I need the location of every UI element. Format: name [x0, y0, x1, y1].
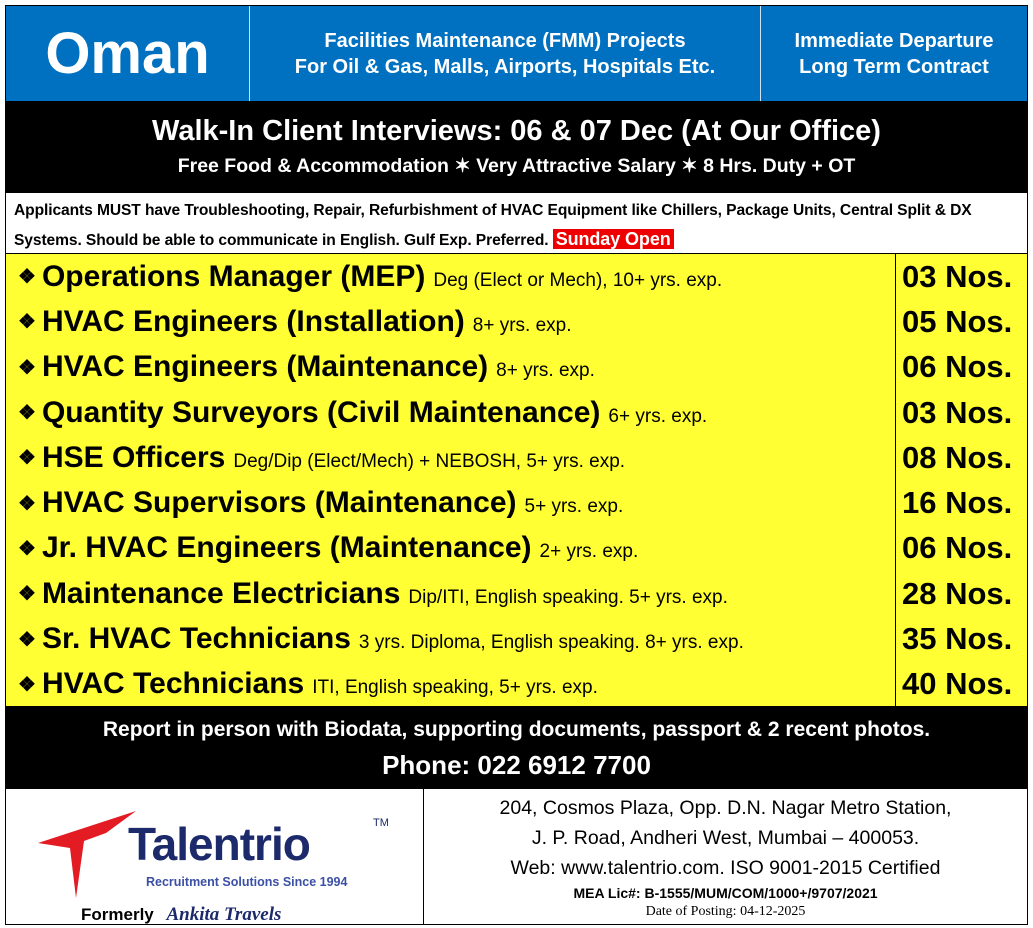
- bullet-icon: ❖: [18, 266, 36, 289]
- bullet-icon: ❖: [18, 673, 36, 696]
- bullet-icon: ❖: [18, 492, 36, 515]
- column-divider: [895, 254, 896, 707]
- bullet-icon: ❖: [18, 628, 36, 651]
- company-section: Talentrio TM Recruitment Solutions Since…: [6, 789, 1027, 925]
- job-row: ❖ HSE Officers Deg/Dip (Elect/Mech) + NEBO…: [6, 435, 1027, 480]
- company-name: Talentrio: [128, 818, 311, 870]
- job-row: ❖ Maintenance Electricians Dip/ITI, Englis…: [6, 571, 1027, 616]
- country: Oman: [6, 6, 250, 101]
- phone: Phone: 022 6912 7700: [382, 750, 651, 780]
- address-line: 204, Cosmos Plaza, Opp. D.N. Nagar Metro…: [499, 797, 952, 819]
- job-detail: 5+ yrs. exp.: [524, 496, 624, 518]
- website: Web: www.talentrio.com. ISO 9001-2015 Ce…: [510, 857, 941, 879]
- job-count: 35 Nos.: [902, 621, 1013, 657]
- tagline: Recruitment Solutions Since 1994: [146, 875, 348, 889]
- job-title: HVAC Engineers (Maintenance): [41, 350, 489, 384]
- bullet-icon: ❖: [18, 356, 36, 379]
- job-title: HVAC Technicians: [41, 667, 305, 701]
- job-count: 05 Nos.: [902, 303, 1013, 339]
- job-title: Jr. HVAC Engineers (Maintenance): [41, 531, 532, 565]
- departure-line: Immediate Departure: [794, 29, 994, 52]
- job-count: 06 Nos.: [902, 349, 1013, 385]
- job-detail: ITI, English speaking, 5+ yrs. exp.: [312, 677, 598, 699]
- footer-banner: Report in person with Biodata, supportin…: [6, 706, 1027, 789]
- bullet-icon: ❖: [18, 402, 36, 425]
- project-line: For Oil & Gas, Malls, Airports, Hospital…: [294, 55, 716, 78]
- job-count: 16 Nos.: [902, 485, 1013, 521]
- benefits: Free Food & Accommodation ✶ Very Attract…: [177, 155, 856, 177]
- bullet-icon: ❖: [18, 583, 36, 606]
- divider: [423, 789, 424, 924]
- job-title: HVAC Supervisors (Maintenance): [41, 486, 517, 520]
- departure-info: Immediate Departure Long Term Contract: [761, 6, 1027, 101]
- job-row: ❖ HVAC Technicians ITI, English speaking, …: [6, 662, 1027, 707]
- job-detail: 8+ yrs. exp.: [496, 360, 595, 382]
- job-count: 03 Nos.: [902, 394, 1013, 430]
- job-detail: Dip/ITI, English speaking. 5+ yrs. exp.: [408, 586, 728, 608]
- job-count: 08 Nos.: [902, 439, 1013, 475]
- address-block: 204, Cosmos Plaza, Opp. D.N. Nagar Metro…: [424, 793, 1027, 921]
- job-title: HSE Officers: [41, 440, 226, 474]
- company-logo: Talentrio TM Recruitment Solutions Since…: [36, 799, 406, 925]
- trademark: TM: [373, 817, 389, 829]
- bullet-icon: ❖: [18, 537, 36, 560]
- interview-title: Walk-In Client Interviews: 06 & 07 Dec (…: [152, 115, 881, 147]
- requirements: Applicants MUST have Troubleshooting, Re…: [6, 193, 1027, 253]
- departure-line: Long Term Contract: [799, 55, 989, 78]
- posting-date: Date of Posting: 04-12-2025: [645, 904, 806, 919]
- job-title: Operations Manager (MEP): [41, 259, 426, 293]
- job-count: 06 Nos.: [902, 530, 1013, 566]
- project-line: Facilities Maintenance (FMM) Projects: [324, 29, 686, 52]
- job-row: ❖ HVAC Engineers (Maintenance) 8+ yrs. exp…: [6, 345, 1027, 390]
- project-info: Facilities Maintenance (FMM) Projects Fo…: [250, 6, 761, 101]
- job-list: ❖ Operations Manager (MEP) Deg (Elect or M…: [6, 253, 1027, 707]
- job-title: Quantity Surveyors (Civil Maintenance): [41, 395, 601, 429]
- job-detail: 3 yrs. Diploma, English speaking. 8+ yrs…: [358, 632, 744, 654]
- license: MEA Lic#: B-1555/MUM/COM/1000+/9707/2021: [573, 885, 878, 901]
- job-count: 03 Nos.: [902, 258, 1013, 294]
- report-instructions: Report in person with Biodata, supportin…: [102, 718, 931, 741]
- job-row: ❖ HVAC Engineers (Installation) 8+ yrs. ex…: [6, 299, 1027, 344]
- interview-banner: Walk-In Client Interviews: 06 & 07 Dec (…: [6, 101, 1027, 193]
- address-line: J. P. Road, Andheri West, Mumbai – 40005…: [531, 827, 920, 849]
- bullet-icon: ❖: [18, 311, 36, 334]
- job-row: ❖ Jr. HVAC Engineers (Maintenance) 2+ yrs.…: [6, 526, 1027, 571]
- job-detail: 6+ yrs. exp.: [608, 405, 708, 427]
- job-row: ❖ Sr. HVAC Technicians 3 yrs. Diploma, Eng…: [6, 616, 1027, 661]
- job-title: Sr. HVAC Technicians: [41, 622, 351, 656]
- job-row: ❖ Operations Manager (MEP) Deg (Elect or M…: [6, 254, 1027, 299]
- job-title: Maintenance Electricians: [41, 576, 401, 610]
- job-count: 40 Nos.: [902, 666, 1013, 702]
- bullet-icon: ❖: [18, 447, 36, 470]
- job-detail: 8+ yrs. exp.: [472, 314, 572, 336]
- job-title: HVAC Engineers (Installation): [41, 304, 465, 338]
- former-name: Ankita Travels: [166, 904, 282, 925]
- requirements-text: Applicants MUST have Troubleshooting, Re…: [14, 202, 972, 249]
- job-detail: 2+ yrs. exp.: [539, 541, 639, 563]
- formerly: Formerly Ankita Travels: [81, 904, 281, 926]
- job-poster: Oman Facilities Maintenance (FMM) Projec…: [5, 5, 1028, 925]
- job-count: 28 Nos.: [902, 575, 1013, 611]
- job-detail: Deg (Elect or Mech), 10+ yrs. exp.: [433, 269, 723, 291]
- talentrio-arrow-icon: [38, 811, 136, 898]
- job-row: ❖ Quantity Surveyors (Civil Maintenance) 6…: [6, 390, 1027, 435]
- job-row: ❖ HVAC Supervisors (Maintenance) 5+ yrs. e…: [6, 481, 1027, 526]
- job-detail: Deg/Dip (Elect/Mech) + NEBOSH, 5+ yrs. e…: [233, 450, 626, 472]
- formerly-label: Formerly: [81, 905, 154, 924]
- header: Oman Facilities Maintenance (FMM) Projec…: [6, 6, 1027, 101]
- sunday-open-badge: Sunday Open: [552, 229, 674, 249]
